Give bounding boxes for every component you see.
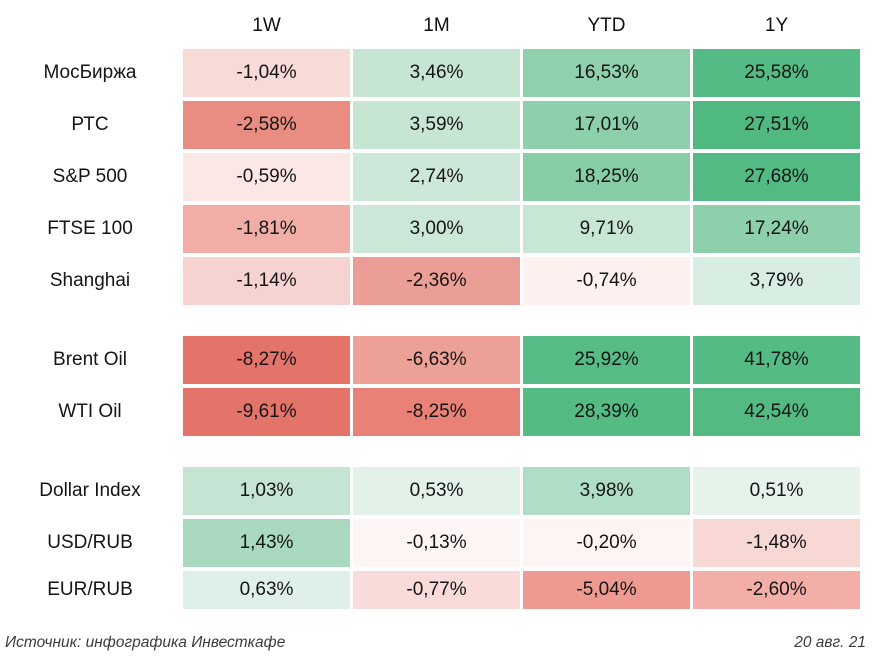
heatmap-cell: -0,59% [183,153,350,201]
heatmap-cell: 3,00% [353,205,520,253]
heatmap-cell: 1,43% [183,519,350,567]
heatmap-infographic: 1W 1M YTD 1Y МосБиржа -1,04% 3,46% 16,53% 25,58… [0,12,866,651]
group-equity-indices: МосБиржа -1,04% 3,46% 16,53% 25,58% РТС -2,58%… [0,49,860,305]
heatmap-cell: 18,25% [523,153,690,201]
heatmap-cell: 0,53% [353,467,520,515]
heatmap-cell: 25,92% [523,336,690,384]
heatmap-cell: -9,61% [183,388,350,436]
heatmap-cell: 9,71% [523,205,690,253]
heatmap-cell: 28,39% [523,388,690,436]
heatmap-cell: 27,68% [693,153,860,201]
heatmap-cell: -6,63% [353,336,520,384]
heatmap-cell: 27,51% [693,101,860,149]
heatmap-cell: -5,04% [523,571,690,609]
row-label: Brent Oil [53,349,127,370]
group-currencies: Dollar Index 1,03% 0,53% 3,98% 0,51% USD/RUB 1… [0,467,860,609]
column-header-1y: 1Y [764,15,789,36]
heatmap-cell: 41,78% [693,336,860,384]
heatmap-cell: -2,36% [353,257,520,305]
header-spacer [0,12,180,40]
heatmap-cell: 25,58% [693,49,860,97]
row-label: WTI Oil [58,401,122,422]
column-header-1w: 1W [252,15,281,36]
group-commodities: Brent Oil -8,27% -6,63% 25,92% 41,78% WTI Oil… [0,336,860,436]
heatmap-cell: 3,79% [693,257,860,305]
heatmap-cell: 2,74% [353,153,520,201]
heatmap-cell: -1,81% [183,205,350,253]
row-label: USD/RUB [47,532,133,553]
heatmap-cell: -2,60% [693,571,860,609]
column-header-1m: 1M [423,15,450,36]
heatmap-cell: 17,01% [523,101,690,149]
heatmap-cell: 16,53% [523,49,690,97]
heatmap-cell: 0,51% [693,467,860,515]
heatmap-cell: 0,63% [183,571,350,609]
heatmap-cell: 3,59% [353,101,520,149]
heatmap-cell: -0,77% [353,571,520,609]
heatmap-cell: -0,20% [523,519,690,567]
heatmap-cell: 3,98% [523,467,690,515]
footer: Источник: инфографика Инвесткафе 20 авг.… [0,634,866,652]
row-label: EUR/RUB [47,579,133,600]
heatmap-cell: -1,14% [183,257,350,305]
date-caption: 20 авг. 21 [794,634,866,651]
heatmap-cell: 17,24% [693,205,860,253]
row-label: FTSE 100 [47,218,133,239]
row-label: Dollar Index [39,480,141,501]
heatmap-cell: -1,04% [183,49,350,97]
row-label: S&P 500 [52,166,128,187]
heatmap-cell: 42,54% [693,388,860,436]
row-label: МосБиржа [43,62,137,83]
source-caption: Источник: инфографика Инвесткафе [5,634,286,651]
column-header-ytd: YTD [587,15,626,36]
heatmap-cell: -0,74% [523,257,690,305]
heatmap-cell: 3,46% [353,49,520,97]
row-label: РТС [71,114,109,135]
heatmap-cell: -1,48% [693,519,860,567]
row-label: Shanghai [49,270,131,291]
heatmap-cell: -0,13% [353,519,520,567]
column-header-row: 1W 1M YTD 1Y [0,12,860,40]
heatmap-cell: -2,58% [183,101,350,149]
heatmap-cell: -8,27% [183,336,350,384]
heatmap-cell: -8,25% [353,388,520,436]
heatmap-body: МосБиржа -1,04% 3,46% 16,53% 25,58% РТС -2,58%… [0,49,860,609]
heatmap-cell: 1,03% [183,467,350,515]
